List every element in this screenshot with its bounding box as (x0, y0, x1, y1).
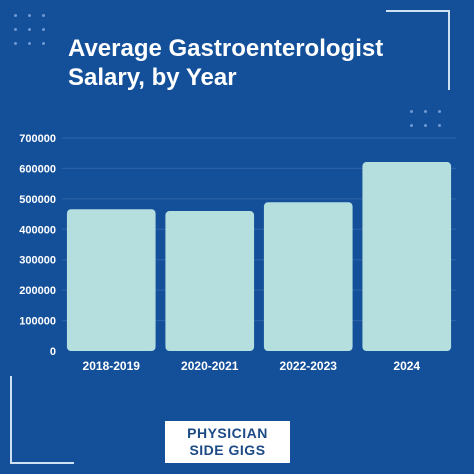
decor-dot (410, 124, 413, 127)
bar (362, 162, 452, 351)
y-tick-label: 700000 (19, 133, 56, 145)
y-tick-label: 600000 (19, 163, 56, 175)
x-tick-label: 2024 (393, 359, 420, 373)
brand-logo: PHYSICIAN SIDE GIGS (165, 421, 290, 463)
bar (66, 209, 156, 351)
y-tick-label: 400000 (19, 224, 56, 236)
decor-dot (410, 110, 413, 113)
decor-dot (28, 14, 31, 17)
brand-line-1: PHYSICIAN (187, 425, 268, 441)
page-title: Average Gastroenterologist Salary, by Ye… (68, 34, 448, 92)
corner-line-bottom-left-horizontal (10, 462, 74, 464)
decor-dot (28, 28, 31, 31)
decor-dot (438, 110, 441, 113)
decor-dot (14, 14, 17, 17)
decor-dot (42, 14, 45, 17)
title-line-1: Average Gastroenterologist (68, 35, 384, 62)
decor-dot (14, 28, 17, 31)
corner-line-top-right-vertical (448, 10, 450, 90)
x-tick-label: 2022-2023 (280, 359, 338, 373)
salary-bar-chart: 0 100000 200000 300000 400000 500000 600000 700… (19, 133, 456, 373)
decor-dot (424, 124, 427, 127)
y-tick-label: 500000 (19, 194, 56, 206)
x-tick-label: 2018-2019 (83, 359, 141, 373)
decor-dot (14, 42, 17, 45)
decor-dot (438, 124, 441, 127)
y-tick-label: 0 (50, 346, 56, 358)
y-tick-label: 100000 (19, 316, 56, 328)
y-tick-label: 200000 (19, 285, 56, 297)
decor-dot (424, 110, 427, 113)
decor-dot (42, 42, 45, 45)
corner-line-bottom-left-vertical (10, 376, 12, 464)
bar (165, 211, 255, 351)
brand-line-2: SIDE GIGS (189, 442, 266, 458)
x-tick-label: 2020-2021 (181, 359, 239, 373)
corner-line-top-right-horizontal (386, 10, 450, 12)
bar (263, 202, 353, 351)
y-tick-label: 300000 (19, 255, 56, 267)
decor-dot (28, 42, 31, 45)
title-line-2: Salary, by Year (68, 64, 237, 91)
decor-dot (42, 28, 45, 31)
